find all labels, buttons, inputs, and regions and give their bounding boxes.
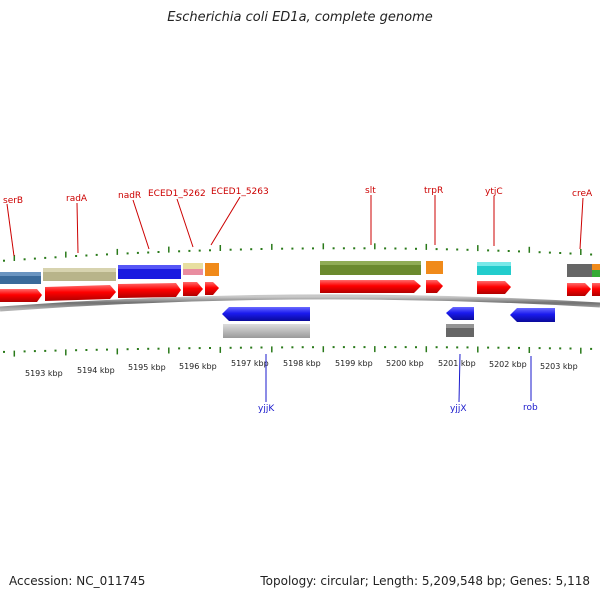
scale-label: 5199 kbp — [335, 359, 373, 368]
cds-arrow-ECED1_5263 — [205, 282, 219, 295]
gene-label-slt: slt — [365, 186, 376, 196]
cds-arrow-rob — [510, 308, 555, 322]
feature-block-yjjK — [223, 324, 310, 338]
accession-text: Accession: NC_011745 — [9, 574, 146, 588]
gene-label-yjjX: yjjX — [450, 404, 467, 414]
scale-label: 5203 kbp — [540, 362, 578, 371]
gene-label-trpR: trpR — [424, 186, 443, 196]
scale-label: 5195 kbp — [128, 363, 166, 372]
cds-arrow-nadR — [118, 283, 181, 298]
scale-label: 5200 kbp — [386, 359, 424, 368]
cds-arrow-serB — [0, 289, 42, 302]
feature-block-ECED1_5263 — [205, 263, 219, 276]
gene-label-rob: rob — [523, 403, 538, 413]
scale-label: 5196 kbp — [179, 362, 217, 371]
gene-label-ECED1_5263: ECED1_5263 — [211, 187, 269, 197]
cds-arrow-slt — [320, 280, 421, 293]
cds-arrow-yjjK — [222, 307, 310, 321]
feature-block-creA — [567, 264, 592, 277]
upper-tick-row — [3, 243, 593, 262]
forward-cds-track — [0, 280, 600, 302]
cds-arrow-ytjC — [477, 281, 511, 294]
cds-arrow-creA — [567, 283, 591, 296]
forward-gene-labels: serB radA nadR ECED1_5262 ECED1_5263 slt… — [3, 186, 593, 257]
page-title: Escherichia coli ED1a, complete genome — [167, 10, 433, 25]
cds-arrow-trpR — [426, 280, 443, 293]
scale-label: 5197 kbp — [231, 359, 269, 368]
gene-label-yjjK: yjjK — [258, 404, 275, 414]
gene-label-ECED1_5262: ECED1_5262 — [148, 189, 206, 199]
genome-stats-text: Topology: circular; Length: 5,209,548 bp… — [260, 574, 590, 588]
scale-label: 5201 kbp — [438, 359, 476, 368]
cds-arrow-radA — [45, 285, 116, 301]
scale-label: 5198 kbp — [283, 359, 321, 368]
reverse-gene-labels: yjjK yjjX rob — [258, 353, 538, 414]
feature-blocks — [0, 261, 600, 284]
feature-block-ECED1_5262 — [183, 263, 203, 269]
cds-arrow-ECED1_5262 — [183, 282, 203, 296]
gene-label-nadR: nadR — [118, 191, 141, 201]
scale-label: 5193 kbp — [25, 369, 63, 378]
scale-label: 5202 kbp — [489, 360, 527, 369]
lower-tick-row — [3, 346, 593, 357]
reverse-cds-track — [222, 307, 555, 338]
gene-label-serB: serB — [3, 196, 23, 206]
scale-labels: 5193 kbp 5194 kbp 5195 kbp 5196 kbp 5197… — [25, 359, 578, 378]
cds-arrow-yjjX — [446, 307, 474, 320]
scale-label: 5194 kbp — [77, 366, 115, 375]
genome-backbone — [0, 294, 600, 312]
gene-label-radA: radA — [66, 194, 88, 204]
gene-label-ytjC: ytjC — [485, 187, 503, 197]
gene-label-creA: creA — [572, 189, 593, 199]
feature-block-trpR — [426, 261, 443, 274]
